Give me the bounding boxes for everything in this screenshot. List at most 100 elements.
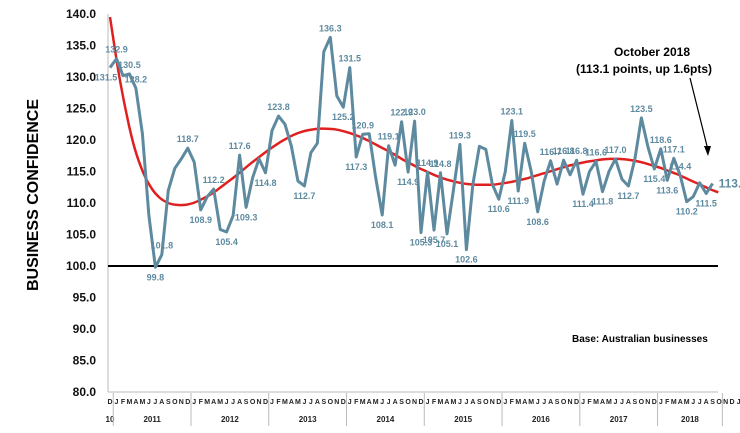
x-month-label: N xyxy=(257,399,262,406)
x-month-label: M xyxy=(139,399,145,406)
x-month-label: J xyxy=(309,399,313,406)
data-label: 131.5 xyxy=(95,73,118,83)
x-month-label: O xyxy=(483,399,489,406)
data-label: 118.7 xyxy=(177,134,199,144)
y-axis-ticks: 80.0 85.0 90.0 95.0 100.0 105.0 110.0 115.0 120.… xyxy=(66,7,96,399)
data-label: 117.1 xyxy=(663,144,685,154)
x-month-label: A xyxy=(393,399,398,406)
y-tick-label: 90.0 xyxy=(73,322,97,336)
x-month-label: M xyxy=(515,399,521,406)
x-month-label: M xyxy=(438,399,444,406)
data-label: 119.3 xyxy=(449,130,471,140)
y-tick-label: 140.0 xyxy=(66,7,96,21)
x-month-label: J xyxy=(115,399,119,406)
x-month-label: N xyxy=(568,399,573,406)
x-month-label: A xyxy=(548,399,553,406)
data-label: 111.4 xyxy=(572,199,594,209)
x-month-label: J xyxy=(691,399,695,406)
x-month-label: M xyxy=(282,399,288,406)
x-month-label: A xyxy=(237,399,242,406)
x-month-label: F xyxy=(665,399,670,406)
x-month-label: A xyxy=(315,399,320,406)
data-label: 112.2 xyxy=(203,175,225,185)
x-month-label: M xyxy=(373,399,379,406)
x-month-label: M xyxy=(606,399,612,406)
x-year-label: 2014 xyxy=(377,415,395,424)
data-label: 105.3 xyxy=(410,238,433,248)
x-month-label: J xyxy=(581,399,585,406)
data-label: 123.1 xyxy=(500,106,523,116)
x-month-label: A xyxy=(444,399,449,406)
x-month-label: J xyxy=(536,399,540,406)
data-label: 115.4 xyxy=(643,174,665,184)
x-month-label: M xyxy=(360,399,366,406)
x-month-label: J xyxy=(380,399,384,406)
data-label: 117.3 xyxy=(345,162,367,172)
data-label: 111.8 xyxy=(592,197,614,207)
x-month-label: F xyxy=(432,399,437,406)
data-label: 108.1 xyxy=(371,220,394,230)
y-tick-label: 80.0 xyxy=(73,385,97,399)
data-label: 113.1 xyxy=(719,176,740,190)
data-label: 116.8 xyxy=(566,146,588,156)
x-month-label: S xyxy=(633,399,638,406)
x-month-label: J xyxy=(348,399,352,406)
x-month-label: F xyxy=(587,399,592,406)
data-label: 118.6 xyxy=(650,135,672,145)
x-month-label: J xyxy=(192,399,196,406)
data-label: 114.4 xyxy=(669,161,691,171)
data-label: 119.1 xyxy=(378,132,400,142)
data-label: 114.8 xyxy=(255,178,277,188)
x-month-label: N xyxy=(490,399,495,406)
x-month-label: O xyxy=(328,399,334,406)
x-year-label: 2011 xyxy=(143,415,161,424)
data-label: 102.6 xyxy=(455,255,478,265)
x-month-label: J xyxy=(503,399,507,406)
x-month-label: N xyxy=(723,399,728,406)
x-month-label: J xyxy=(231,399,235,406)
callout-title: October 2018 xyxy=(614,45,690,59)
x-month-label: J xyxy=(698,399,702,406)
x-month-label: O xyxy=(250,399,256,406)
x-month-label: J xyxy=(270,399,274,406)
data-label: 114.9 xyxy=(397,177,419,187)
data-label: 125.2 xyxy=(332,112,355,122)
y-tick-label: 130.0 xyxy=(66,70,96,84)
x-month-label: M xyxy=(217,399,223,406)
data-label: 130.5 xyxy=(118,60,141,70)
data-label: 123.5 xyxy=(630,104,653,114)
x-month-label: D xyxy=(185,399,190,406)
x-month-label: N xyxy=(179,399,184,406)
x-month-label: S xyxy=(166,399,171,406)
x-month-label: J xyxy=(737,399,740,406)
x-month-label: A xyxy=(211,399,216,406)
x-month-label: J xyxy=(464,399,468,406)
data-label: 117.0 xyxy=(604,145,626,155)
x-month-label: D xyxy=(419,399,424,406)
x-month-label: D xyxy=(730,399,735,406)
data-label: 132.9 xyxy=(105,45,128,55)
x-month-label: S xyxy=(555,399,560,406)
data-label: 117.6 xyxy=(229,141,251,151)
x-month-label: F xyxy=(354,399,359,406)
x-month-label: M xyxy=(127,399,133,406)
x-month-label: D xyxy=(263,399,268,406)
data-label: 116.7 xyxy=(540,147,562,157)
callout-arrowhead xyxy=(704,146,711,156)
x-month-label: M xyxy=(204,399,210,406)
x-month-label: N xyxy=(645,399,650,406)
data-label: 123.8 xyxy=(267,102,290,112)
x-month-label: M xyxy=(451,399,457,406)
x-month-label: M xyxy=(593,399,599,406)
x-month-label: S xyxy=(477,399,482,406)
x-month-label: D xyxy=(496,399,501,406)
x-year-label: 2013 xyxy=(299,415,317,424)
callout-arrow xyxy=(689,77,709,151)
x-month-label: J xyxy=(620,399,624,406)
x-month-label: O xyxy=(716,399,722,406)
x-month-label: M xyxy=(295,399,301,406)
x-month-label: O xyxy=(639,399,645,406)
x-month-label: S xyxy=(399,399,404,406)
x-year-label: 2016 xyxy=(532,415,550,424)
x-month-label: F xyxy=(199,399,204,406)
